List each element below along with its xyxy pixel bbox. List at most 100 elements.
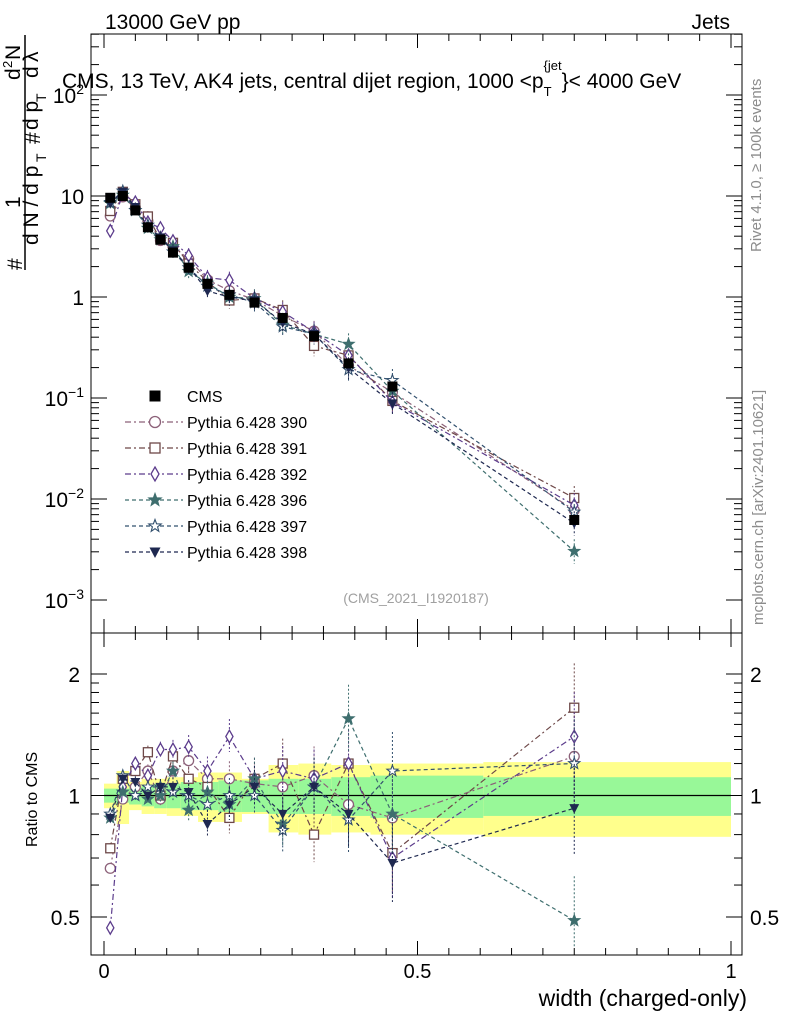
ratio-series-marker bbox=[104, 862, 116, 874]
ratio-panel-series bbox=[103, 663, 582, 948]
legend-label: Pythia 6.428 390 bbox=[187, 415, 307, 432]
ylabel-2-sup: 2 bbox=[0, 61, 15, 68]
ratio-series-marker bbox=[131, 755, 140, 772]
legend-marker-cms bbox=[149, 390, 161, 402]
data-point-cms bbox=[142, 222, 153, 233]
main-series-marker bbox=[202, 286, 213, 297]
ratio-series-marker bbox=[225, 728, 234, 745]
legend: CMS Pythia 6.428 390 Pythia 6.428 391 Pythi… bbox=[125, 389, 307, 562]
ratio-y-axis-label: Ratio to CMS bbox=[24, 752, 41, 847]
mcplots-label: mcplots.cern.ch [arXiv:2401.10621] bbox=[750, 390, 767, 625]
main-y-axis-label: # d N / d p T 1 # d p T d 2 N d λ bbox=[0, 35, 49, 270]
legend-label: Pythia 6.428 391 bbox=[187, 441, 307, 458]
data-point-cms bbox=[387, 381, 398, 392]
ratio-series-marker bbox=[222, 787, 237, 802]
legend-label: Pythia 6.428 396 bbox=[187, 493, 307, 510]
ratio-y-tick-label-right: 2 bbox=[750, 664, 762, 687]
ratio-series-marker bbox=[183, 755, 195, 767]
data-point-cms bbox=[117, 191, 128, 201]
main-panel-frame bbox=[90, 33, 743, 634]
data-point-cms bbox=[343, 358, 354, 369]
ylabel-d-num: d bbox=[2, 68, 25, 80]
tick-exponent: −3 bbox=[68, 586, 84, 602]
ratio-panel-frame bbox=[90, 632, 743, 956]
main-series-line bbox=[109, 194, 575, 552]
ylabel-dp: d p bbox=[20, 101, 43, 130]
ratio-series-marker bbox=[156, 741, 165, 758]
data-point-cms bbox=[202, 278, 213, 289]
ratio-series-marker bbox=[128, 788, 143, 802]
ratio-series-marker bbox=[569, 804, 580, 814]
main-series-line bbox=[109, 190, 575, 499]
ratio-series-marker bbox=[567, 756, 582, 770]
x-tick-label: 1 bbox=[725, 961, 736, 983]
ratio-band-inner bbox=[370, 775, 484, 818]
ratio-series-marker bbox=[183, 787, 194, 798]
tick-base: 10 bbox=[45, 590, 68, 613]
ratio-series-marker bbox=[344, 755, 353, 772]
ratio-series-marker bbox=[343, 809, 354, 820]
main-y-tick-label: 10−1 bbox=[45, 384, 85, 411]
data-point-cms bbox=[309, 331, 320, 342]
main-series-line bbox=[109, 190, 575, 524]
ratio-band-inner bbox=[483, 777, 731, 816]
main-series-marker bbox=[105, 223, 115, 239]
title-pre: CMS, 13 TeV, AK4 jets, central dijet reg… bbox=[62, 70, 544, 93]
x-axis-label: width (charged-only) bbox=[538, 985, 747, 1011]
main-y-tick-label: 102 bbox=[53, 81, 84, 108]
ratio-series-marker bbox=[385, 806, 400, 820]
ratio-y-tick-label-right: 0.5 bbox=[750, 907, 779, 930]
data-point-cms bbox=[224, 289, 235, 300]
header-right: Jets bbox=[691, 11, 730, 34]
ratio-series-marker bbox=[155, 782, 166, 793]
data-point-cms bbox=[130, 205, 141, 216]
ylabel-lambda: λ bbox=[20, 51, 43, 62]
ratio-series-marker bbox=[142, 791, 153, 801]
tick-exponent: −2 bbox=[68, 485, 84, 501]
ratio-series-marker bbox=[341, 711, 356, 725]
ratio-series-marker bbox=[200, 797, 215, 811]
ratio-series-marker bbox=[277, 809, 288, 820]
legend-label: Pythia 6.428 392 bbox=[187, 467, 307, 484]
ylabel-hash-2: # bbox=[22, 132, 45, 144]
ratio-series-marker bbox=[181, 802, 196, 817]
data-point-cms bbox=[167, 247, 178, 258]
ratio-series-marker bbox=[224, 812, 235, 824]
ratio-series-marker bbox=[385, 763, 400, 777]
ratio-series-marker bbox=[249, 782, 260, 793]
legend-label: Pythia 6.428 397 bbox=[187, 519, 307, 536]
ratio-series-marker bbox=[387, 859, 398, 869]
ratio-series-line bbox=[109, 778, 575, 864]
ratio-y-tick-label-left: 0.5 bbox=[51, 907, 80, 930]
ratio-y-tick-label-left: 2 bbox=[68, 664, 80, 687]
ylabel-hash-1: # bbox=[4, 258, 27, 270]
tick-exponent: 2 bbox=[76, 81, 84, 97]
ratio-series-marker bbox=[308, 829, 320, 840]
data-point-cms bbox=[249, 297, 260, 308]
main-series-marker bbox=[308, 340, 320, 352]
legend-marker bbox=[149, 547, 161, 558]
ratio-y-tick-label-left: 1 bbox=[68, 786, 80, 809]
main-series-marker bbox=[341, 336, 356, 351]
legend-marker bbox=[149, 442, 161, 454]
main-panel-series bbox=[103, 183, 582, 564]
title-sub: T bbox=[544, 84, 552, 99]
ratio-y-tick-label-right: 1 bbox=[750, 786, 762, 809]
data-point-cms bbox=[105, 192, 116, 203]
legend-marker bbox=[147, 491, 163, 507]
ratio-series-marker bbox=[184, 739, 193, 755]
legend-label: Pythia 6.428 398 bbox=[187, 545, 307, 562]
ylabel-one: 1 bbox=[2, 196, 25, 208]
ylabel-t-sub-2: T bbox=[33, 93, 49, 102]
main-y-tick-label: 10−3 bbox=[45, 586, 85, 613]
ratio-series-marker bbox=[142, 747, 154, 758]
tick-base: 10 bbox=[53, 85, 76, 108]
legend-marker bbox=[147, 517, 163, 533]
main-series-marker bbox=[567, 543, 582, 558]
chart-title: CMS, 13 TeV, AK4 jets, central dijet reg… bbox=[62, 58, 681, 99]
main-y-tick-label: 10 bbox=[61, 186, 84, 209]
ratio-series-marker bbox=[278, 763, 288, 779]
title-post: }< 4000 GeV bbox=[562, 70, 682, 93]
